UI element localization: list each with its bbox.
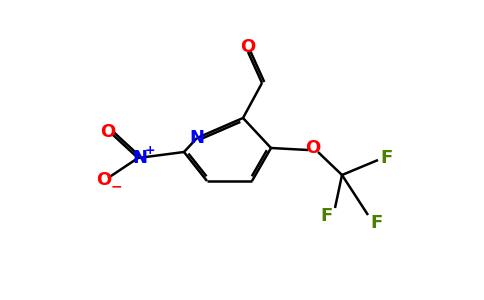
Text: N: N xyxy=(133,149,148,167)
Text: F: F xyxy=(380,149,392,167)
Text: O: O xyxy=(96,171,112,189)
Text: N: N xyxy=(190,129,205,147)
Text: O: O xyxy=(305,139,320,157)
Text: +: + xyxy=(145,145,155,158)
Text: O: O xyxy=(100,123,116,141)
Text: F: F xyxy=(370,214,382,232)
Text: O: O xyxy=(241,38,256,56)
Text: −: − xyxy=(110,179,122,193)
Text: F: F xyxy=(321,207,333,225)
